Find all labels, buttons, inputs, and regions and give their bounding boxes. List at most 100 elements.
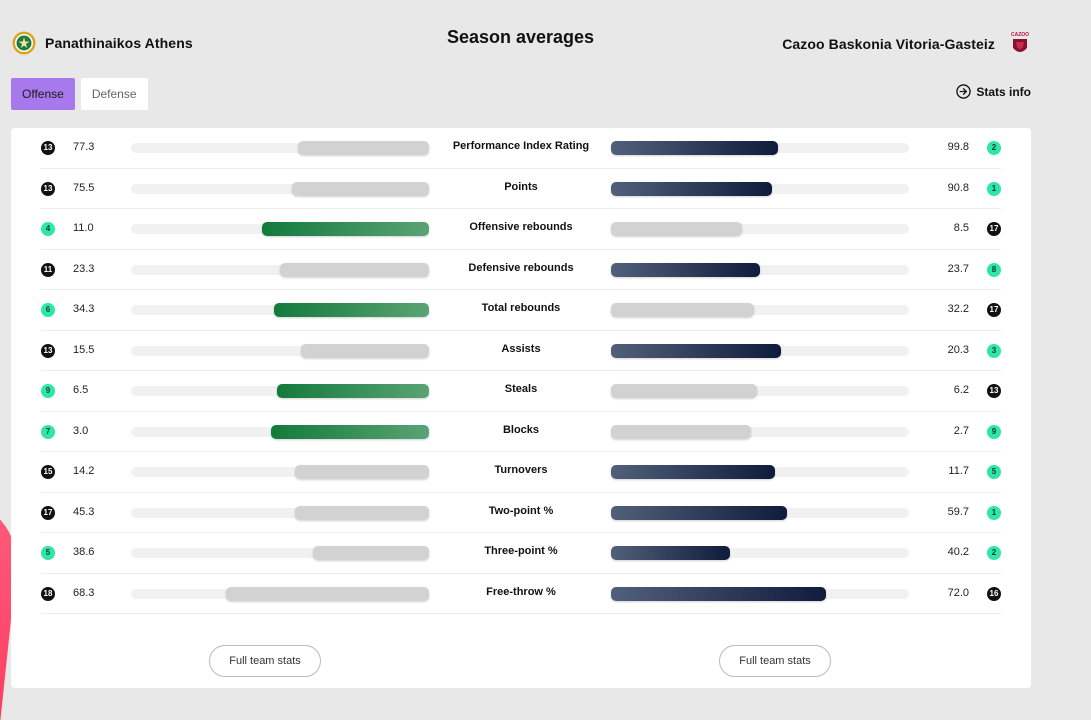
row-divider (41, 167, 1001, 169)
right-bar (611, 303, 755, 317)
left-bar (297, 141, 429, 155)
right-value: 20.3 (947, 343, 969, 356)
stat-label: Steals (504, 383, 538, 395)
right-rank-badge: 13 (987, 384, 1001, 398)
left-value: 15.5 (73, 343, 95, 356)
right-value: 90.8 (947, 181, 969, 194)
right-value: 59.7 (947, 505, 969, 518)
left-bar-track (131, 465, 429, 479)
right-bar-track (611, 586, 909, 601)
row-divider (41, 370, 1001, 371)
panathinaikos-logo-icon (12, 31, 36, 55)
left-value: 34.3 (73, 303, 95, 315)
left-bar (280, 262, 429, 277)
left-rank-badge: 5 (41, 546, 55, 560)
row-divider (41, 289, 1001, 290)
tab-offense[interactable]: Offense (11, 78, 75, 110)
full-team-stats-left-button[interactable]: Full team stats (209, 645, 321, 677)
left-rank-badge: 6 (41, 303, 55, 317)
right-bar (611, 343, 781, 358)
left-value: 23.3 (73, 262, 95, 275)
arrow-circle-right-icon (956, 84, 972, 99)
right-bar (611, 586, 826, 601)
stat-row: 18 68.3 Free-throw % 72.0 16 (11, 574, 1031, 614)
right-bar (611, 181, 772, 196)
left-rank-badge: 9 (41, 384, 55, 398)
right-value: 2.7 (953, 424, 969, 437)
right-bar-track (611, 384, 909, 398)
right-team-name: Cazoo Baskonia Vitoria-Gasteiz (782, 36, 995, 52)
right-rank-badge: 9 (987, 424, 1001, 439)
right-bar-track (611, 465, 909, 479)
left-bar-track (131, 424, 429, 439)
stat-row: 5 38.6 Three-point % 40.2 2 (11, 533, 1031, 574)
stat-row: 6 34.3 Total rebounds 32.2 17 (11, 290, 1031, 331)
left-bar-track (131, 505, 429, 520)
left-bar (274, 303, 429, 317)
right-value: 8.5 (953, 222, 969, 234)
stat-label: Assists (501, 342, 541, 355)
row-divider (41, 208, 1001, 209)
left-value: 3.0 (73, 424, 89, 437)
left-bar-track (131, 141, 429, 155)
row-divider (41, 613, 1001, 614)
right-value: 11.7 (948, 465, 969, 477)
stat-row: 17 45.3 Two-point % 59.7 1 (11, 493, 1031, 533)
right-value: 32.2 (947, 303, 969, 315)
stats-info-link[interactable]: Stats info (956, 84, 1031, 99)
stat-label: Offensive rebounds (469, 221, 573, 233)
left-value: 45.3 (73, 505, 95, 518)
full-team-stats-right-button[interactable]: Full team stats (719, 645, 831, 677)
left-bar (312, 546, 429, 560)
right-rank-badge: 17 (987, 303, 1001, 317)
right-rank-badge: 1 (987, 505, 1001, 520)
left-rank-badge: 13 (41, 343, 55, 358)
stat-row: 7 3.0 Blocks 2.7 9 (11, 412, 1031, 452)
right-rank-badge: 1 (987, 181, 1001, 196)
left-rank-badge: 13 (41, 141, 55, 155)
right-bar (611, 546, 731, 560)
right-rank-badge: 5 (987, 465, 1001, 479)
left-bar (294, 465, 429, 479)
left-rank-badge: 13 (41, 181, 55, 196)
stat-row: 4 11.0 Offensive rebounds 8.5 17 (11, 209, 1031, 250)
page-title: Season averages (446, 27, 595, 47)
stat-row: 13 77.3 Performance Index Rating 99.8 2 (11, 128, 1031, 169)
right-bar-track (611, 546, 909, 560)
left-rank-badge: 11 (41, 262, 55, 277)
right-bar-track (611, 424, 909, 439)
left-bar-track (131, 586, 429, 601)
right-value: 99.8 (947, 141, 969, 153)
left-bar (226, 586, 429, 601)
left-bar (294, 505, 429, 520)
right-bar-track (611, 343, 909, 358)
right-value: 23.7 (947, 262, 969, 275)
right-value: 40.2 (947, 546, 969, 558)
stat-label: Blocks (502, 423, 540, 436)
right-rank-badge: 17 (987, 222, 1001, 236)
stat-label: Turnovers (494, 464, 548, 476)
stat-row: 9 6.5 Steals 6.2 13 (11, 371, 1031, 412)
right-team-header[interactable]: Cazoo Baskonia Vitoria-Gasteiz CAZOO (782, 31, 1031, 57)
left-value: 77.3 (73, 141, 95, 153)
stat-row: 15 14.2 Turnovers 11.7 5 (11, 452, 1031, 493)
left-team-header[interactable]: Panathinaikos Athens (12, 31, 193, 55)
row-divider (41, 572, 1001, 574)
right-rank-badge: 8 (987, 262, 1001, 277)
row-divider (41, 451, 1001, 452)
right-rank-badge: 2 (987, 546, 1001, 560)
stat-label: Performance Index Rating (452, 140, 590, 152)
season-averages-card: 13 77.3 Performance Index Rating 99.8 2 13 75.… (11, 128, 1031, 688)
left-value: 6.5 (73, 384, 89, 396)
right-value: 6.2 (953, 384, 969, 396)
row-divider (41, 410, 1001, 412)
left-bar-track (131, 222, 429, 236)
right-bar (611, 505, 787, 520)
right-rank-badge: 2 (987, 141, 1001, 155)
right-bar (611, 424, 752, 439)
left-rank-badge: 15 (41, 465, 55, 479)
right-bar-track (611, 262, 909, 277)
left-bar-track (131, 384, 429, 398)
baskonia-logo-icon: CAZOO (1011, 32, 1029, 52)
tab-defense[interactable]: Defense (80, 78, 148, 110)
